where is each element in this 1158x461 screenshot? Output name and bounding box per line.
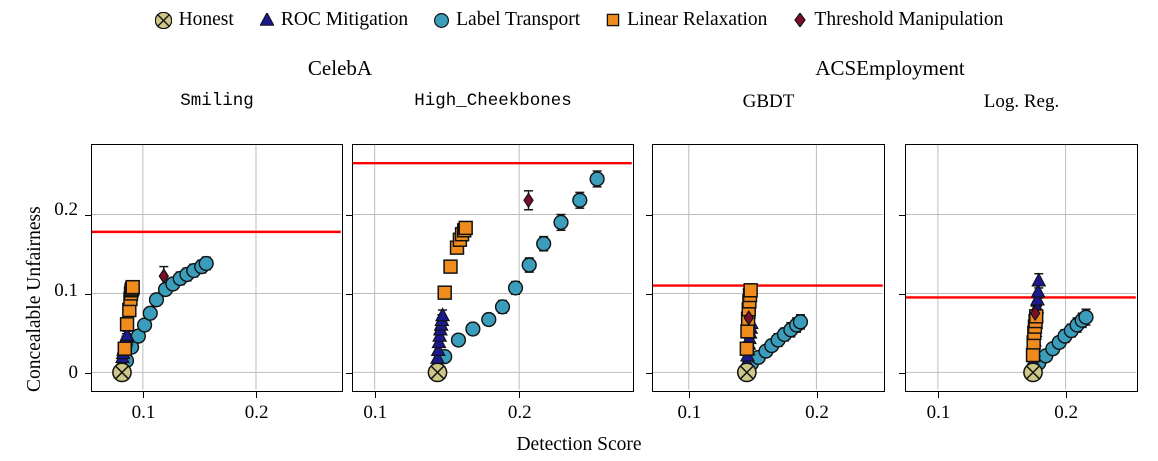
circle-x-marker (154, 11, 172, 29)
x-tick-mark (142, 392, 144, 398)
y-tick-mark (346, 214, 352, 216)
panel-title-gbdt: GBDT (742, 91, 795, 112)
legend-item-linear-relaxation[interactable]: Linear Relaxation (606, 10, 767, 30)
x-tick-mark (938, 392, 940, 398)
x-tick-mark (256, 392, 258, 398)
legend-item-roc-mitigation[interactable]: ROC Mitigation (259, 9, 409, 31)
y-tick-mark (646, 372, 652, 374)
y-tick-mark (85, 214, 91, 216)
x-tick-label-0.2: 0.2 (805, 402, 829, 423)
y-tick-mark (646, 214, 652, 216)
y-tick-mark (85, 372, 91, 374)
y-tick-mark (646, 293, 652, 295)
panel-title-high-cheekbones: High_Cheekbones (414, 91, 572, 111)
legend-item-label-transport[interactable]: Label Transport (434, 10, 580, 30)
y-tick-0: 0 (68, 362, 79, 383)
y-tick-mark (899, 214, 905, 216)
panel-title-smiling: Smiling (180, 91, 254, 111)
x-tick-mark (519, 392, 521, 398)
legend-item-label: Linear Relaxation (627, 9, 768, 31)
y-tick-mark (346, 372, 352, 374)
y-tick-0.2: 0.2 (54, 199, 78, 220)
x-tick-label-0.2: 0.2 (507, 402, 532, 423)
y-tick-mark (899, 293, 905, 295)
legend-item-label: Honest (178, 9, 234, 31)
x-tick-label-0.1: 0.1 (363, 402, 388, 423)
x-tick-label-0.1: 0.1 (677, 402, 702, 423)
plot-panel-high-cheekbones (352, 144, 634, 392)
y-tick-mark (85, 293, 91, 295)
x-tick-label-0.2: 0.2 (1054, 402, 1079, 423)
legend: Honest ROC Mitigation Label Transport Linea… (0, 6, 1158, 34)
diamond-marker (793, 13, 807, 27)
group-title-celeba: CelebA (307, 56, 373, 80)
x-tick-mark (816, 392, 818, 398)
x-tick-label-0.1: 0.1 (926, 402, 951, 423)
x-tick-label-0.2: 0.2 (244, 402, 269, 423)
y-tick-mark (899, 372, 905, 374)
legend-item-label: Label Transport (456, 9, 581, 31)
legend-item-label: ROC Mitigation (280, 9, 409, 31)
x-tick-label-0.1: 0.1 (131, 402, 156, 423)
square-marker (606, 13, 620, 27)
y-tick-0.1: 0.1 (54, 280, 78, 301)
y-tick-mark (346, 293, 352, 295)
x-tick-mark (1065, 392, 1067, 398)
plot-panel-smiling (91, 144, 343, 392)
legend-item-honest[interactable]: Honest (154, 9, 234, 31)
x-axis-label: Detection Score (516, 434, 642, 455)
group-title-acsemployment: ACSEmployment (815, 56, 965, 80)
plot-panel-log-reg- (905, 144, 1138, 392)
legend-item-threshold-manipulation[interactable]: Threshold Manipulation (793, 10, 1003, 30)
panel-title-log-reg: Log. Reg. (983, 91, 1060, 112)
x-tick-mark (688, 392, 690, 398)
plot-panel-gbdt (652, 144, 885, 392)
legend-item-label: Threshold Manipulation (814, 9, 1004, 31)
triangle-marker (259, 13, 274, 27)
circle-marker (434, 12, 450, 28)
x-tick-mark (374, 392, 376, 398)
